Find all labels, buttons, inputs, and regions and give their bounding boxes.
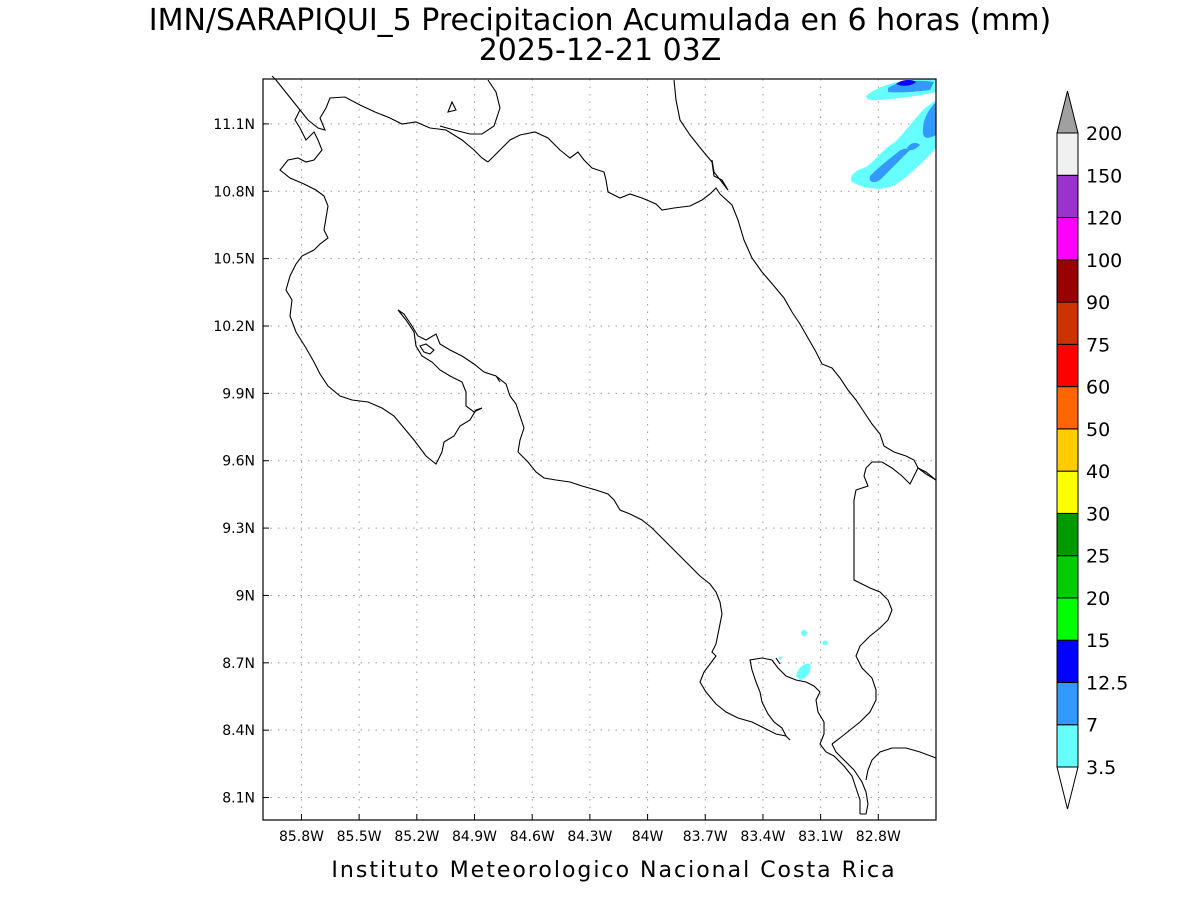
latitude-tick-labels: 11.1N 10.8N 10.5N 10.2N 9.9N 9.6N 9.3N 9N 8.7N 8.…: [213, 117, 269, 807]
lat-tick-label: 9.9N: [222, 386, 255, 402]
colorbar-over-arrow: [1056, 90, 1079, 134]
coastline-island: [447, 100, 457, 113]
colorbar-level-label: 12.5: [1086, 672, 1128, 694]
lon-tick-label: 83.4W: [740, 829, 785, 845]
lat-tick-label: 10.2N: [213, 319, 255, 335]
lat-tick-label: 10.8N: [213, 184, 255, 200]
precipitation-field: [778, 78, 936, 680]
colorbar-swatch: [1056, 512, 1079, 557]
colorbar-swatch: [1056, 681, 1079, 726]
colorbar-swatch: [1056, 428, 1079, 472]
colorbar-swatch: [1056, 724, 1079, 768]
colorbar: 3.5 7 12.5 15 20 25 30 40 50 60 75 90 100 120 150 200: [1056, 90, 1128, 810]
lon-tick-label: 83.7W: [683, 829, 728, 845]
colorbar-level-label: 200: [1086, 123, 1122, 145]
precip-area-south-4: [778, 656, 782, 660]
colorbar-level-label: 60: [1086, 377, 1110, 399]
colorbar-level-label: 15: [1086, 630, 1110, 652]
lon-tick-label: 85.5W: [337, 829, 382, 845]
coastline-pacific-central: [517, 451, 861, 814]
coastline-nicaragua-north: [275, 79, 489, 163]
lat-tick-label: 9.6N: [222, 454, 255, 470]
lon-tick-label: 82.8W: [856, 829, 901, 845]
colorbar-level-label: 120: [1086, 208, 1122, 230]
colorbar-level-label: 90: [1086, 292, 1110, 314]
colorbar-level-label: 40: [1086, 461, 1110, 483]
colorbar-level-label: 25: [1086, 546, 1110, 568]
lat-tick-label: 10.5N: [213, 252, 255, 268]
colorbar-swatch: [1056, 174, 1079, 219]
coastline-west-nicoya: [271, 75, 483, 465]
lat-tick-label: 9N: [236, 588, 255, 604]
colorbar-swatch: [1056, 470, 1079, 514]
lon-tick-label: 84W: [632, 829, 664, 845]
lat-tick-label: 9.3N: [222, 521, 255, 537]
coastline-caribbean: [719, 193, 937, 481]
lat-tick-label: 8.4N: [222, 723, 255, 739]
colorbar-swatch: [1056, 343, 1079, 388]
map-frame: [262, 78, 937, 821]
precip-area-south-2: [801, 630, 807, 636]
title-line-1: IMN/SARAPIQUI_5 Precipitacion Acumulada …: [149, 3, 1051, 38]
title-line-2: 2025-12-21 03Z: [479, 33, 722, 68]
lon-tick-label: 84.9W: [452, 829, 497, 845]
colorbar-swatch: [1056, 301, 1079, 345]
coastline-burica: [831, 743, 937, 815]
lon-tick-label: 85.2W: [394, 829, 439, 845]
precip-area-south-3: [822, 640, 828, 646]
coastline-panama-border-east: [831, 461, 937, 745]
precip-area-south-1: [796, 663, 811, 680]
colorbar-swatch: [1056, 217, 1079, 261]
colorbar-swatch: [1056, 597, 1079, 641]
coastlines: [271, 75, 937, 815]
longitude-tick-labels: 85.8W 85.5W 85.2W 84.9W 84.6W 84.3W 84W 83.7W 83…: [279, 814, 901, 845]
coastline-chira-island: [419, 343, 435, 355]
lat-tick-label: 11.1N: [213, 117, 255, 133]
precip-area-ne-band-core: [869, 102, 936, 183]
colorbar-swatch: [1056, 259, 1079, 303]
coastline-lake-nicaragua-shore: [439, 79, 501, 135]
lon-tick-label: 84.3W: [567, 829, 612, 845]
colorbar-level-label: 30: [1086, 503, 1110, 525]
colorbar-level-label: 50: [1086, 419, 1110, 441]
coastline-osa-detail: [775, 657, 791, 741]
colorbar-level-label: 3.5: [1086, 757, 1116, 779]
lon-tick-label: 85.8W: [279, 829, 324, 845]
colorbar-level-label: 75: [1086, 334, 1110, 356]
colorbar-swatch: [1056, 132, 1079, 176]
colorbar-swatch: [1056, 639, 1079, 683]
lat-tick-label: 8.7N: [222, 656, 255, 672]
precip-area-ne-top-max: [896, 79, 916, 86]
lon-tick-label: 84.6W: [510, 829, 555, 845]
lon-tick-label: 83.1W: [798, 829, 843, 845]
lat-tick-label: 8.1N: [222, 791, 255, 807]
graticule: [263, 79, 936, 820]
coastline-border-north: [487, 131, 721, 211]
colorbar-level-label: 150: [1086, 165, 1122, 187]
coastline-caribbean-north: [673, 79, 729, 191]
colorbar-level-label: 7: [1086, 715, 1098, 737]
credit-text: Instituto Meteorologico Nacional Costa R…: [331, 858, 896, 883]
colorbar-level-label: 100: [1086, 250, 1122, 272]
colorbar-swatch: [1056, 386, 1079, 430]
colorbar-swatch: [1056, 555, 1079, 599]
precip-area-ne-band: [850, 100, 936, 189]
colorbar-under-arrow: [1056, 766, 1079, 810]
colorbar-level-label: 20: [1086, 588, 1110, 610]
coastline-gulf-nicoya: [397, 309, 525, 453]
